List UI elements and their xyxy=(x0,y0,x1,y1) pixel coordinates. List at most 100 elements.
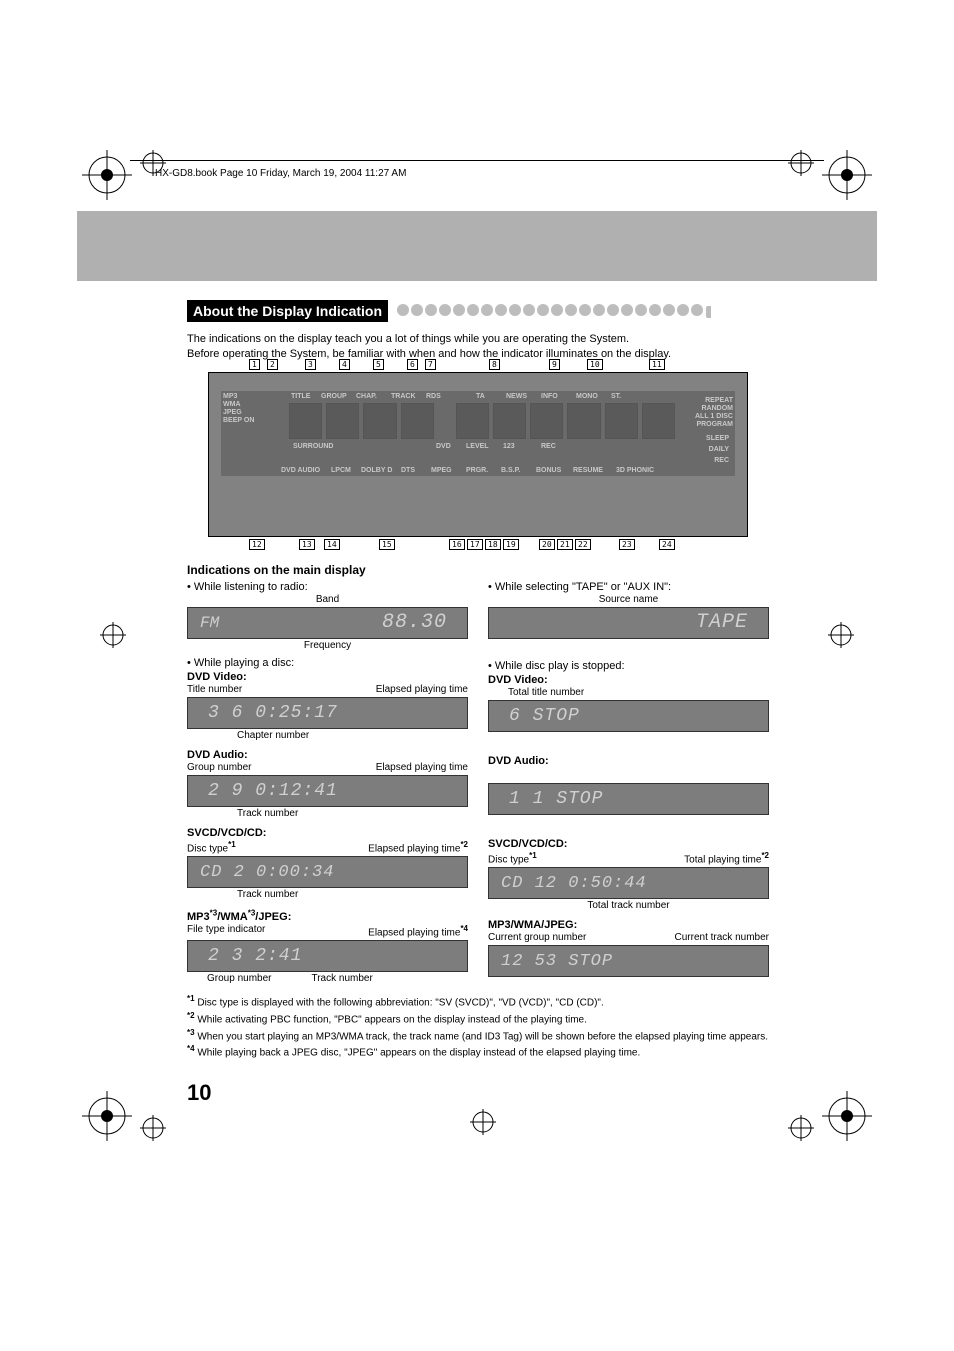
callout-18: 18 xyxy=(485,539,501,550)
dvd-audio-label: DVD Audio: xyxy=(187,749,248,761)
callout-11: 11 xyxy=(649,359,665,370)
track-label: Track number xyxy=(237,808,468,819)
callout-16: 16 xyxy=(449,539,465,550)
ind-rds: RDS xyxy=(426,393,441,400)
section-header-row: About the Display Indication xyxy=(187,300,769,326)
ind-title: TITLE xyxy=(291,393,310,400)
callout-21: 21 xyxy=(557,539,573,550)
mp3-seg: 2 3 2:41 xyxy=(208,946,302,966)
seven-seg-row xyxy=(289,403,675,439)
ind-program: PROGRAM xyxy=(696,421,733,428)
callout-4: 4 xyxy=(339,359,350,370)
ind-bsp: B.S.P. xyxy=(501,467,520,474)
ind-track: TRACK xyxy=(391,393,416,400)
callout-14: 14 xyxy=(324,539,340,550)
group-num-label: Group number xyxy=(187,762,251,773)
ind-rec: REC xyxy=(541,443,556,450)
elapsed-label3: Elapsed playing time*2 xyxy=(368,840,468,854)
ind-surround: SURROUND xyxy=(293,443,333,450)
callout-19: 19 xyxy=(503,539,519,550)
callout-20: 20 xyxy=(539,539,555,550)
ind-dolby: DOLBY D xyxy=(361,467,392,474)
cur-track-label: Current track number xyxy=(675,932,769,943)
tape-display: TAPE xyxy=(488,607,769,639)
ind-daily: DAILY xyxy=(709,446,729,453)
trk-label: Track number xyxy=(311,973,372,984)
disc-type-label: Disc type*1 xyxy=(187,840,236,854)
callout-1: 1 xyxy=(249,359,260,370)
crop-mark-bl xyxy=(82,1091,132,1141)
dvda-seg: 2 9 0:12:41 xyxy=(208,781,338,801)
radio-bullet: • While listening to radio: xyxy=(187,581,468,593)
header-text: HX-GD8.book Page 10 Friday, March 19, 20… xyxy=(155,168,406,179)
total-time-label: Total playing time*2 xyxy=(684,851,769,865)
page-number: 10 xyxy=(187,1080,211,1106)
callout-24: 24 xyxy=(659,539,675,550)
footnote-3: *3 When you start playing an MP3/WMA tra… xyxy=(187,1028,769,1044)
mp3-label-r: MP3/WMA/JPEG: xyxy=(488,919,577,931)
dvda-seg-r: 1 1 STOP xyxy=(509,789,603,809)
callout-10: 10 xyxy=(587,359,603,370)
display-inner: MP3 WMA JPEG BEEP ON TITLE GROUP CHAP. T… xyxy=(221,391,735,476)
total-track-label: Total track number xyxy=(488,900,769,911)
callout-9: 9 xyxy=(549,359,560,370)
track-label2: Track number xyxy=(237,889,468,900)
mp3-label-left: MP3*3/WMA*3/JPEG: xyxy=(187,911,291,923)
intro-text: The indications on the display teach you… xyxy=(187,332,769,362)
dvdv-labels: Title number Elapsed playing time xyxy=(187,684,468,695)
dvdv-display: 3 6 0:25:17 xyxy=(187,697,468,729)
svcd-display-r: CD 12 0:50:44 xyxy=(488,867,769,899)
svcd-label-r: SVCD/VCD/CD: xyxy=(488,838,567,850)
ind-3dphonic: 3D PHONIC xyxy=(616,467,654,474)
mp3-display: 2 3 2:41 xyxy=(187,940,468,972)
dvdv-seg: 3 6 0:25:17 xyxy=(208,703,338,723)
svcd-display: CD 2 0:00:34 xyxy=(187,856,468,888)
mp3-display-r: 12 53 STOP xyxy=(488,945,769,977)
elapsed-label: Elapsed playing time xyxy=(376,684,468,695)
right-column: • While selecting "TAPE" or "AUX IN": So… xyxy=(488,579,769,984)
svcd-labels-r: Disc type*1 Total playing time*2 xyxy=(488,851,769,865)
radio-freq-val: 88.30 xyxy=(382,611,447,634)
grey-band xyxy=(77,211,877,281)
svcd-labels: Disc type*1 Elapsed playing time*2 xyxy=(187,840,468,854)
svcd-label: SVCD/VCD/CD: xyxy=(187,827,266,839)
dvdv-seg-r: 6 STOP xyxy=(509,706,580,726)
callout-15: 15 xyxy=(379,539,395,550)
crop-mark-ml xyxy=(100,622,126,648)
band-label: Band xyxy=(187,594,468,605)
ind-info: INFO xyxy=(541,393,558,400)
tape-bullet: • While selecting "TAPE" or "AUX IN": xyxy=(488,581,769,593)
callout-23: 23 xyxy=(619,539,635,550)
footnotes: *1 Disc type is displayed with the follo… xyxy=(187,994,769,1060)
ind-dts: DTS xyxy=(401,467,415,474)
callout-8: 8 xyxy=(489,359,500,370)
ind-news: NEWS xyxy=(506,393,527,400)
chapter-label: Chapter number xyxy=(237,730,468,741)
radio-fm: FM xyxy=(200,614,219,632)
callout-12: 12 xyxy=(249,539,265,550)
ind-lpcm: LPCM xyxy=(331,467,351,474)
indications-title: Indications on the main display xyxy=(187,563,769,577)
mp3-seg-r: 12 53 STOP xyxy=(501,952,613,971)
total-title-label: Total title number xyxy=(508,687,769,698)
ind-mono: MONO xyxy=(576,393,598,400)
callout-3: 3 xyxy=(305,359,316,370)
elapsed-label4: Elapsed playing time*4 xyxy=(368,924,468,938)
ind-ta: TA xyxy=(476,393,485,400)
section-title: About the Display Indication xyxy=(187,300,388,322)
crop-mark-bl2 xyxy=(140,1115,166,1141)
callout-7: 7 xyxy=(425,359,436,370)
dvd-video-label: DVD Video: xyxy=(187,671,247,683)
ind-repeat: REPEAT xyxy=(705,397,733,404)
crop-mark-tr xyxy=(822,150,872,200)
display-panel-diagram: 1 2 3 4 5 6 7 8 9 10 11 12 13 14 15 16 1… xyxy=(208,372,748,537)
crop-mark-tr2 xyxy=(788,150,814,176)
callout-22: 22 xyxy=(575,539,591,550)
callout-6: 6 xyxy=(407,359,418,370)
ind-sleep: SLEEP xyxy=(706,435,729,442)
source-label: Source name xyxy=(488,594,769,605)
cur-group-label: Current group number xyxy=(488,932,586,943)
callout-2: 2 xyxy=(267,359,278,370)
crop-mark-bc xyxy=(470,1109,496,1135)
callout-17: 17 xyxy=(467,539,483,550)
